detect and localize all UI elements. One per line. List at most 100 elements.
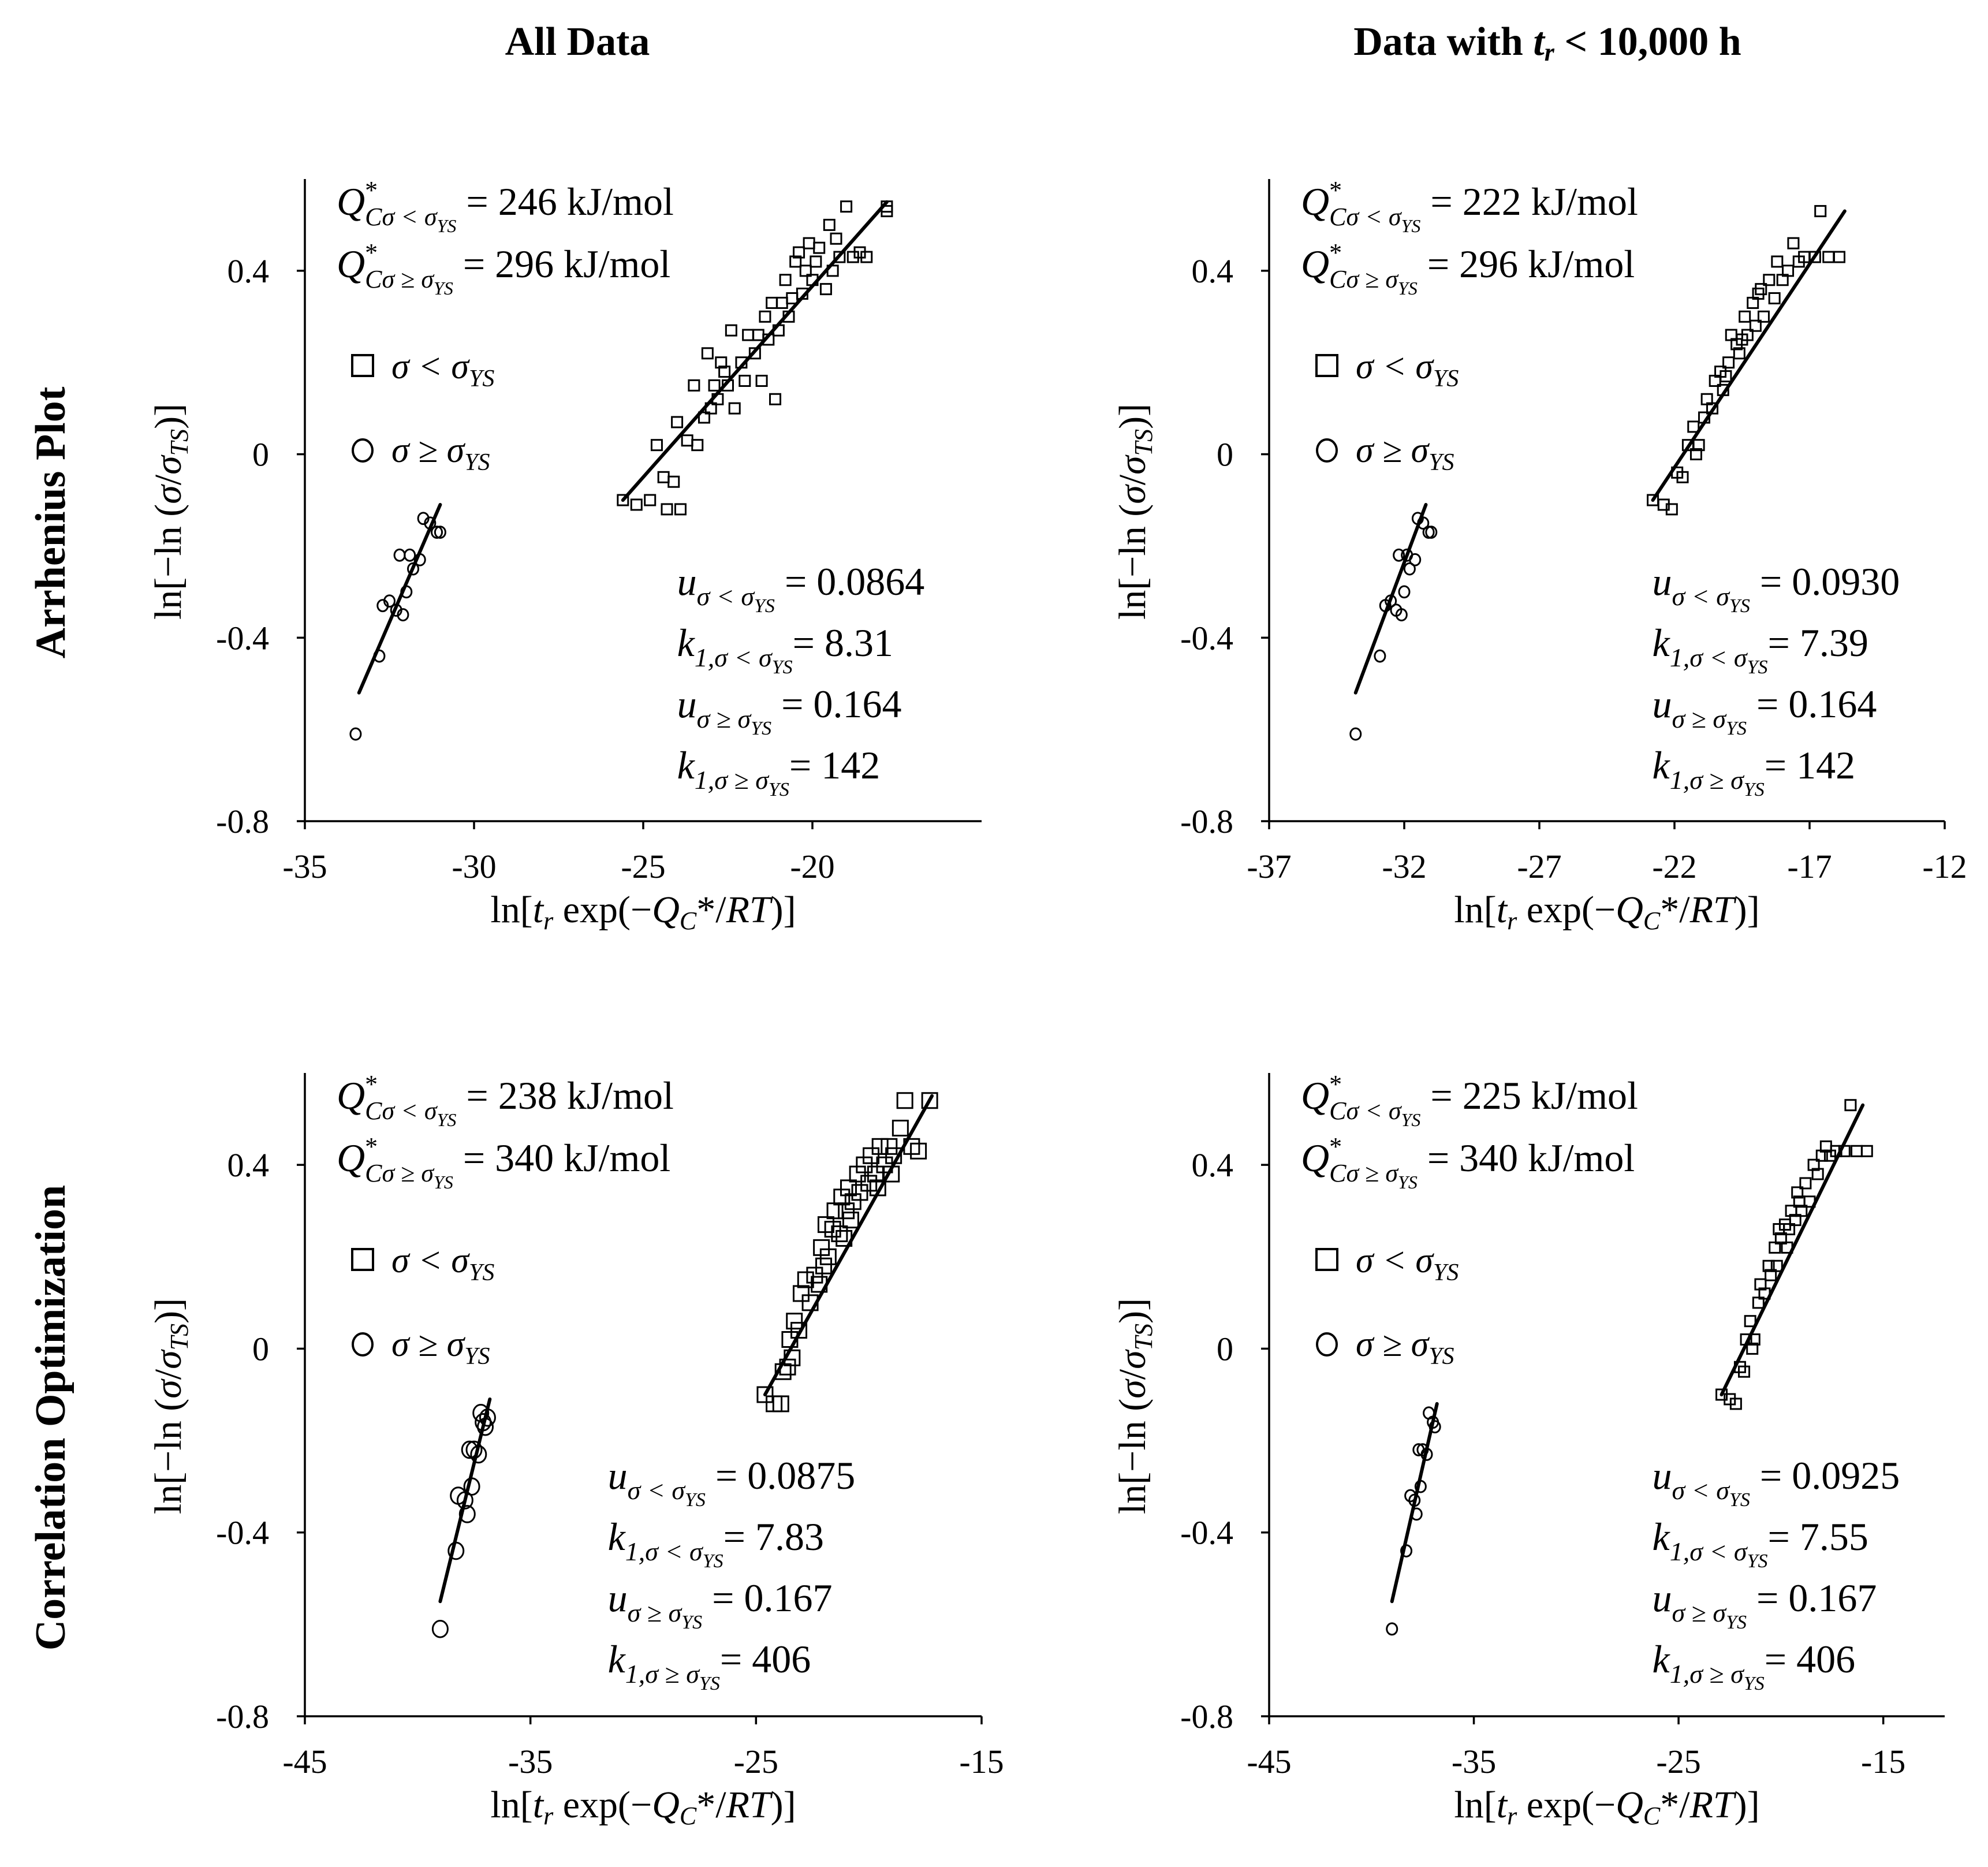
x-tick-label: -37	[1247, 848, 1291, 885]
data-point-square	[910, 1142, 927, 1160]
data-point-square	[1757, 310, 1770, 323]
k-lt-value: 7.83	[755, 1515, 824, 1559]
data-point-square	[831, 1225, 848, 1242]
legend-label: σ < σYS	[391, 1241, 494, 1286]
fit-line	[1353, 502, 1428, 695]
data-point-circle	[1349, 727, 1362, 741]
u-ge-value: 0.164	[1788, 682, 1877, 726]
data-point-square	[755, 374, 768, 387]
data-point-square	[1851, 1145, 1863, 1157]
data-point-square	[789, 255, 802, 268]
data-point-square	[1720, 370, 1732, 383]
data-point-square	[1860, 1145, 1873, 1157]
y-tick-label: -0.8	[1180, 1698, 1233, 1735]
data-point-square	[1770, 1259, 1783, 1272]
fit-line	[621, 200, 889, 502]
data-point-square	[810, 255, 822, 268]
data-point-square	[1722, 356, 1735, 369]
data-point-circle	[431, 526, 443, 539]
k-ge-value: 406	[1796, 1637, 1855, 1681]
data-point-square	[797, 1271, 814, 1288]
chart-panel-optimization-all: -0.8 -0.4 0 0.4 -45 -35 -25 -15 ln[tr exp(−QC*/R…	[147, 1070, 1004, 1830]
data-point-square	[842, 1212, 859, 1229]
u-ge-value: 0.167	[744, 1576, 833, 1620]
y-tick-label: 0	[252, 436, 269, 474]
x-tick-label: -45	[282, 1743, 327, 1780]
data-point-square	[1791, 1186, 1804, 1199]
data-point-circle	[383, 594, 396, 608]
data-point-circle	[434, 526, 446, 539]
y-tick-label: -0.8	[216, 803, 269, 840]
data-point-square	[881, 1138, 898, 1155]
data-point-square	[1771, 255, 1784, 268]
data-point-square	[863, 1147, 880, 1164]
data-point-circle	[1403, 562, 1416, 576]
data-point-square	[1774, 1232, 1787, 1244]
k-lt-value: 8.31	[825, 621, 893, 665]
data-point-square	[1665, 503, 1678, 516]
legend-square-icon	[351, 1248, 374, 1271]
data-point-square	[786, 292, 799, 305]
x-tick-label: -35	[1452, 1743, 1496, 1780]
x-tick-label: -27	[1517, 848, 1561, 885]
q-lt-annotation: Q* Cσ < σYS = 246 kJ/mol	[337, 176, 674, 236]
q-ge-value: 296 kJ/mol	[1459, 242, 1635, 286]
data-point-circle	[1428, 1420, 1441, 1434]
x-tick-label: -17	[1787, 848, 1832, 885]
k-ge-value: 142	[821, 743, 880, 787]
u-lt-annotation: uσ < σYS = 0.0925	[1653, 1454, 1900, 1511]
data-point-square	[1787, 237, 1800, 249]
legend-square-icon	[351, 354, 374, 377]
data-point-circle	[1393, 548, 1405, 562]
data-point-circle	[456, 1491, 473, 1510]
u-lt-annotation: uσ < σYS = 0.0864	[677, 560, 925, 617]
data-point-square	[819, 283, 832, 296]
data-point-square	[617, 494, 629, 506]
data-point-square	[1769, 1241, 1781, 1254]
column-title-all-data: All Data	[505, 20, 650, 64]
fit-line	[357, 502, 442, 695]
x-tick-label: -15	[1861, 1743, 1905, 1780]
y-axis-label: ln[−ln (σ/σTS)]	[147, 1298, 193, 1514]
column-title-short-term: Data with tr < 10,000 h	[1353, 20, 1741, 66]
k-ge-annotation: k1,σ ≥ σYS= 406	[608, 1637, 811, 1694]
data-point-square	[698, 411, 710, 424]
data-point-square	[657, 471, 670, 483]
k-lt-value: 7.55	[1800, 1515, 1868, 1559]
data-point-square	[1795, 1205, 1808, 1217]
legend-label: σ ≥ σYS	[1356, 431, 1454, 476]
q-ge-value: 296 kJ/mol	[495, 242, 670, 286]
data-point-square	[790, 1322, 808, 1339]
legend-label: σ < σYS	[1356, 1241, 1459, 1286]
k-lt-annotation: k1,σ < σYS= 7.83	[608, 1515, 824, 1572]
data-point-square	[1765, 1269, 1777, 1281]
u-ge-annotation: uσ ≥ σYS = 0.167	[608, 1576, 833, 1633]
data-point-square	[1782, 264, 1795, 277]
data-point-square	[742, 329, 755, 341]
data-point-square	[779, 274, 792, 286]
data-point-square	[881, 205, 893, 218]
data-point-square	[793, 246, 805, 259]
data-point-square	[830, 232, 842, 245]
u-ge-annotation: uσ ≥ σYS = 0.164	[677, 682, 902, 739]
data-point-square	[1736, 333, 1748, 346]
q-ge-annotation: Q* Cσ ≥ σYS = 340 kJ/mol	[337, 1132, 670, 1193]
data-point-square	[674, 503, 687, 516]
data-point-square	[840, 200, 853, 213]
x-tick-label: -45	[1247, 1743, 1291, 1780]
data-point-square	[1733, 347, 1745, 360]
data-point-square	[725, 324, 737, 337]
x-tick-label: -35	[508, 1743, 553, 1780]
data-point-square	[661, 503, 673, 516]
data-point-circle	[1409, 553, 1422, 567]
legend-circle-icon	[352, 438, 374, 463]
data-point-square	[1793, 1195, 1806, 1208]
x-tick-label: -22	[1652, 848, 1696, 885]
legend-circle-icon	[1316, 1332, 1338, 1357]
u-lt-value: 0.0930	[1792, 560, 1900, 603]
data-point-square	[833, 251, 846, 263]
data-point-square	[1762, 1259, 1775, 1272]
q-ge-annotation: Q* Cσ ≥ σYS = 340 kJ/mol	[1301, 1132, 1635, 1193]
data-point-square	[756, 1386, 774, 1403]
